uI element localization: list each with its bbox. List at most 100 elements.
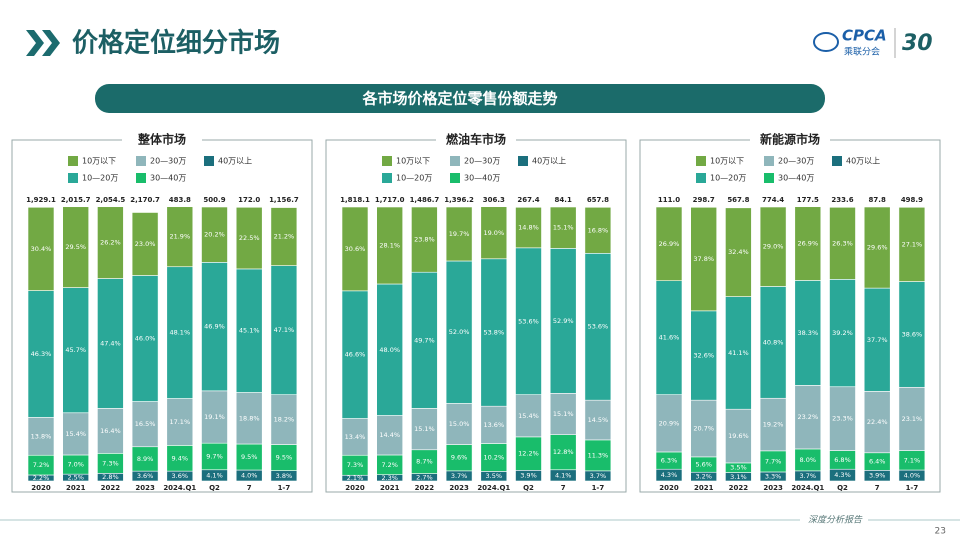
x-tick-label: Q2 [523,484,534,492]
total-label: 2,170.7 [130,196,160,204]
value-label: 9.5% [276,454,293,462]
value-label: 15.0% [449,420,470,428]
value-label: 3.7% [451,472,468,480]
value-label: 4.1% [206,471,223,479]
page-number: 23 [935,527,946,537]
value-label: 16.4% [100,427,121,435]
value-label: 26.9% [659,240,680,248]
value-label: 2.2% [33,474,50,482]
value-label: 2.1% [347,474,364,482]
panel-title: 整体市场 [137,132,186,147]
bar-segment [270,394,298,445]
value-label: 10.2% [483,453,504,461]
bar-segment [863,206,891,289]
bar-segment [655,394,683,453]
value-label: 2.3% [381,474,398,482]
bar-segment [201,390,228,444]
legend-swatch [68,173,78,183]
value-label: 18.2% [274,416,295,424]
value-label: 7.3% [102,459,119,467]
bar-segment [27,206,55,291]
value-label: 23.1% [902,415,923,423]
value-label: 6.4% [869,458,886,466]
value-label: 53.8% [483,328,504,336]
total-label: 267.4 [517,196,539,204]
total-label: 500.9 [203,196,225,204]
value-label: 15.4% [518,412,539,420]
x-tick-label: 2022 [415,484,435,492]
value-label: 19.1% [204,413,225,421]
value-label: 45.7% [65,346,86,354]
value-label: 23.3% [832,415,853,423]
banner [95,84,825,113]
value-label: 15.1% [553,224,574,232]
legend-swatch [832,156,842,166]
value-label: 46.6% [345,351,366,359]
bar-segment [166,206,194,268]
value-label: 52.0% [449,328,470,336]
x-tick-label: 2021 [66,484,86,492]
bar-segment [898,206,926,282]
value-label: 23.0% [135,240,156,248]
value-label: 14.4% [379,431,400,439]
value-label: 53.6% [588,323,609,331]
legend-label: 20—30万 [150,157,186,166]
x-tick-label: 2020 [659,484,679,492]
value-label: 20.9% [659,419,680,427]
value-label: 13.8% [31,432,52,440]
value-label: 4.3% [834,471,851,479]
legend-label: 10万以下 [82,157,116,166]
legend-label: 20—30万 [464,157,500,166]
x-tick-label: Q2 [837,484,848,492]
value-label: 41.6% [659,334,680,342]
x-tick-label: Q2 [209,484,220,492]
bar-segment [201,442,228,471]
legend-label: 10—20万 [396,174,432,183]
value-label: 7.2% [33,461,50,469]
bar-segment [759,286,787,399]
panel-title: 新能源市场 [760,132,820,147]
legend-swatch [696,173,706,183]
value-label: 6.8% [834,456,851,464]
bar-segment [131,275,159,402]
bar-segment [445,403,473,445]
bar-segment [794,206,822,281]
total-label: 1,717.0 [375,196,405,204]
bar-segment [341,290,369,419]
total-label: 84.1 [555,196,572,204]
value-label: 15.1% [414,425,435,433]
value-label: 3.9% [869,472,886,480]
bar-segment [725,408,752,464]
value-label: 12.8% [553,448,574,456]
total-label: 1,486.7 [410,196,440,204]
panel-title-bg [122,132,202,148]
value-label: 38.6% [902,330,923,338]
value-label: 3.5% [730,464,747,472]
legend-swatch [450,156,460,166]
x-tick-label: 7 [875,484,880,492]
value-label: 48.0% [379,346,400,354]
bar-segment [863,287,891,392]
total-label: 774.4 [762,196,784,204]
value-label: 16.5% [135,420,156,428]
value-label: 45.1% [239,327,260,335]
bar-segment [270,265,298,395]
value-label: 53.6% [518,317,539,325]
bar-segment [515,247,542,395]
value-label: 23.2% [797,413,818,421]
x-tick-label: 2023 [763,484,783,492]
legend-label: 40万以上 [846,157,880,166]
value-label: 32.6% [693,352,714,360]
bar-segment [829,206,856,280]
value-label: 5.6% [695,461,712,469]
bar-segment [97,206,124,279]
total-label: 1,929.1 [26,196,56,204]
value-label: 15.1% [553,410,574,418]
value-label: 8.9% [137,455,154,463]
value-label: 40.8% [763,338,784,346]
logo-mark [813,32,839,52]
value-label: 32.4% [728,248,749,256]
legend-label: 30—40万 [464,174,500,183]
value-label: 46.3% [31,350,52,358]
panel-title-bg [750,132,830,148]
